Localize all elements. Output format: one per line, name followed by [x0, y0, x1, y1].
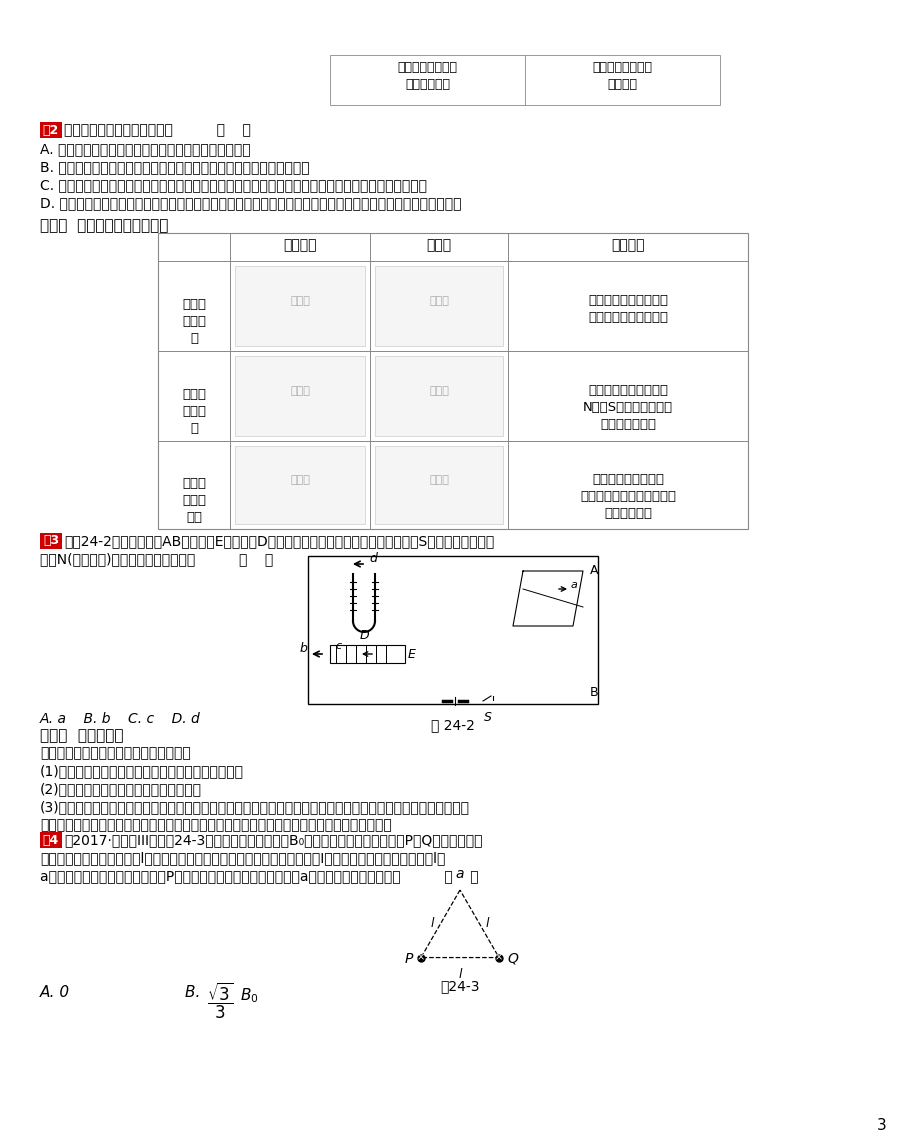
Text: b: b — [299, 642, 307, 656]
Text: A. 电荷在某处不受电场力的作用，则该处电场强度为零: A. 电荷在某处不受电场力的作用，则该处电场强度为零 — [40, 142, 250, 156]
Text: 环形电
流的磁
场: 环形电 流的磁 场 — [182, 388, 206, 435]
Text: l: l — [458, 968, 461, 980]
Bar — [375, 446, 503, 524]
Text: B: B — [589, 686, 598, 699]
Text: 各电场的电场强度
的矢量和: 各电场的电场强度 的矢量和 — [592, 61, 652, 91]
Text: c: c — [335, 641, 341, 652]
Text: 定放置，两者之间的距离为l，在两导线中均通有方向垂直于纸面向里的电流I时，纸面内与两导线距离均为l的: 定放置，两者之间的距离为l，在两导线中均通有方向垂直于纸面向里的电流I时，纸面内… — [40, 850, 445, 865]
Text: 图 24-2: 图 24-2 — [431, 717, 474, 732]
Bar — [40, 832, 62, 848]
Text: 如图24-2所示，直导线AB、螺线管E、电磁铁D三者相距较远，其磁场互不影响，当开关S闭合后，则小磁针: 如图24-2所示，直导线AB、螺线管E、电磁铁D三者相距较远，其磁场互不影响，当… — [64, 534, 494, 548]
Text: 例4: 例4 — [43, 833, 59, 847]
Text: l: l — [430, 918, 434, 930]
Text: 【2017·全国卷III】如图24-3所示，在磁感应强度为B₀的匀强磁场中，两长直导线P和Q垂直于纸面固: 【2017·全国卷III】如图24-3所示，在磁感应强度为B₀的匀强磁场中，两长… — [64, 833, 482, 847]
Text: 不在同一直线上，根据平行四边形定则，以两分矢量为邻边，作平行四边形，对角线为合矢量。: 不在同一直线上，根据平行四边形定则，以两分矢量为邻边，作平行四边形，对角线为合矢… — [40, 818, 391, 832]
Text: (2)判断各分磁场的磁感应强度大小关系；: (2)判断各分磁场的磁感应强度大小关系； — [40, 782, 202, 796]
Bar — [234, 356, 365, 435]
Text: P: P — [404, 952, 413, 965]
Text: 通电螺
线管的
磁场: 通电螺 线管的 磁场 — [182, 478, 206, 524]
Text: S: S — [483, 711, 492, 724]
Text: ×: × — [494, 953, 503, 963]
Text: B.: B. — [185, 985, 205, 1001]
Text: a: a — [455, 868, 464, 881]
Bar — [375, 356, 503, 435]
Bar — [158, 233, 747, 529]
Bar — [330, 55, 720, 105]
Text: （多选）下列说法中正确的是          （    ）: （多选）下列说法中正确的是 （ ） — [64, 123, 251, 136]
Text: Q: Q — [506, 952, 517, 965]
Text: （图）: （图） — [289, 296, 310, 306]
Text: （图）: （图） — [428, 296, 448, 306]
Text: A: A — [589, 564, 598, 576]
Text: 磁感线: 磁感线 — [426, 238, 451, 252]
Text: （图）: （图） — [428, 385, 448, 396]
Text: $\dfrac{\sqrt{3}}{3}$: $\dfrac{\sqrt{3}}{3}$ — [207, 981, 233, 1021]
Bar — [40, 533, 62, 549]
Text: 解决磁感应强度叠加问题的思路和步骤：: 解决磁感应强度叠加问题的思路和步骤： — [40, 746, 190, 760]
Text: 例2: 例2 — [43, 124, 59, 136]
Text: (3)根据矢量合成法则确定合磁感应强度的大小和方向。两分矢量在同一直线上，则同向相加，反向相减，两分矢量: (3)根据矢量合成法则确定合磁感应强度的大小和方向。两分矢量在同一直线上，则同向… — [40, 800, 470, 814]
Text: d: d — [369, 553, 377, 565]
Text: 北极N(黑色一端)指示磁场方向正确的是          （    ）: 北极N(黑色一端)指示磁场方向正确的是 （ ） — [40, 551, 273, 566]
Text: D. 磁场中某点磁场的强弱，用一小段通电导线放在该点时受到的磁场力与该小段导线长度和电流乘积的比值表征: D. 磁场中某点磁场的强弱，用一小段通电导线放在该点时受到的磁场力与该小段导线长… — [40, 196, 461, 210]
Text: A. a    B. b    C. c    D. d: A. a B. b C. c D. d — [40, 712, 200, 727]
Bar — [234, 446, 365, 524]
Text: 直线电
流的磁
场: 直线电 流的磁 场 — [182, 298, 206, 345]
Text: (1)根据安培定则确定各导线在某点产生的磁场方向；: (1)根据安培定则确定各导线在某点产生的磁场方向； — [40, 764, 244, 778]
Text: E: E — [407, 647, 415, 661]
Text: A. 0: A. 0 — [40, 985, 70, 1001]
Text: （图）: （图） — [428, 475, 448, 485]
Text: 与条形磁铁的磁场相
似，管内为匀强磁场，管外
为非匀强磁场: 与条形磁铁的磁场相 似，管内为匀强磁场，管外 为非匀强磁场 — [579, 473, 675, 520]
Text: 磁场特点: 磁场特点 — [610, 238, 644, 252]
Text: C. 电场中某点电场的强弱，用一个检验电荷放在该点时受到的电场力与检验电荷本身电荷量的比值表征: C. 电场中某点电场的强弱，用一个检验电荷放在该点时受到的电场力与检验电荷本身电… — [40, 179, 426, 192]
Text: l: l — [485, 918, 489, 930]
Text: B. 一小段通电导线在某处不受磁场力作用，则该处磁感应强度一定为零: B. 一小段通电导线在某处不受磁场力作用，则该处磁感应强度一定为零 — [40, 160, 310, 174]
Text: ×: × — [416, 953, 425, 963]
Text: 图24-3: 图24-3 — [440, 980, 479, 994]
Text: 安培定则: 安培定则 — [283, 238, 316, 252]
Bar — [308, 556, 597, 704]
Text: （图）: （图） — [289, 475, 310, 485]
Text: 于各磁场的磁感应
强度的矢量和: 于各磁场的磁感应 强度的矢量和 — [397, 61, 457, 91]
Bar — [40, 122, 62, 138]
Text: 考向三  电流的磁场及安培定则: 考向三 电流的磁场及安培定则 — [40, 218, 168, 233]
Bar — [375, 266, 503, 346]
Text: a: a — [571, 580, 577, 590]
Text: $B_0$: $B_0$ — [240, 986, 258, 1005]
Text: a点处的磁感应强度为零。如果让P中的电流反向、其他条件不变，则a点处磁感应强度的大小为          （    ）: a点处的磁感应强度为零。如果让P中的电流反向、其他条件不变，则a点处磁感应强度的… — [40, 869, 478, 883]
Bar — [234, 266, 365, 346]
Text: 无磁极、非匀强磁场，
且距导线越远磁场越弱: 无磁极、非匀强磁场， 且距导线越远磁场越弱 — [587, 294, 667, 324]
Bar — [330, 645, 404, 663]
Text: D: D — [358, 629, 369, 642]
Text: 3: 3 — [876, 1118, 886, 1132]
Text: 考向四  磁场的叠加: 考向四 磁场的叠加 — [40, 728, 123, 742]
Text: （图）: （图） — [289, 385, 310, 396]
Text: 例3: 例3 — [43, 534, 59, 548]
Text: 环形电流的两侧分别是
N极和S极，且离圆环中
心越远磁场越弱: 环形电流的两侧分别是 N极和S极，且离圆环中 心越远磁场越弱 — [583, 384, 673, 431]
